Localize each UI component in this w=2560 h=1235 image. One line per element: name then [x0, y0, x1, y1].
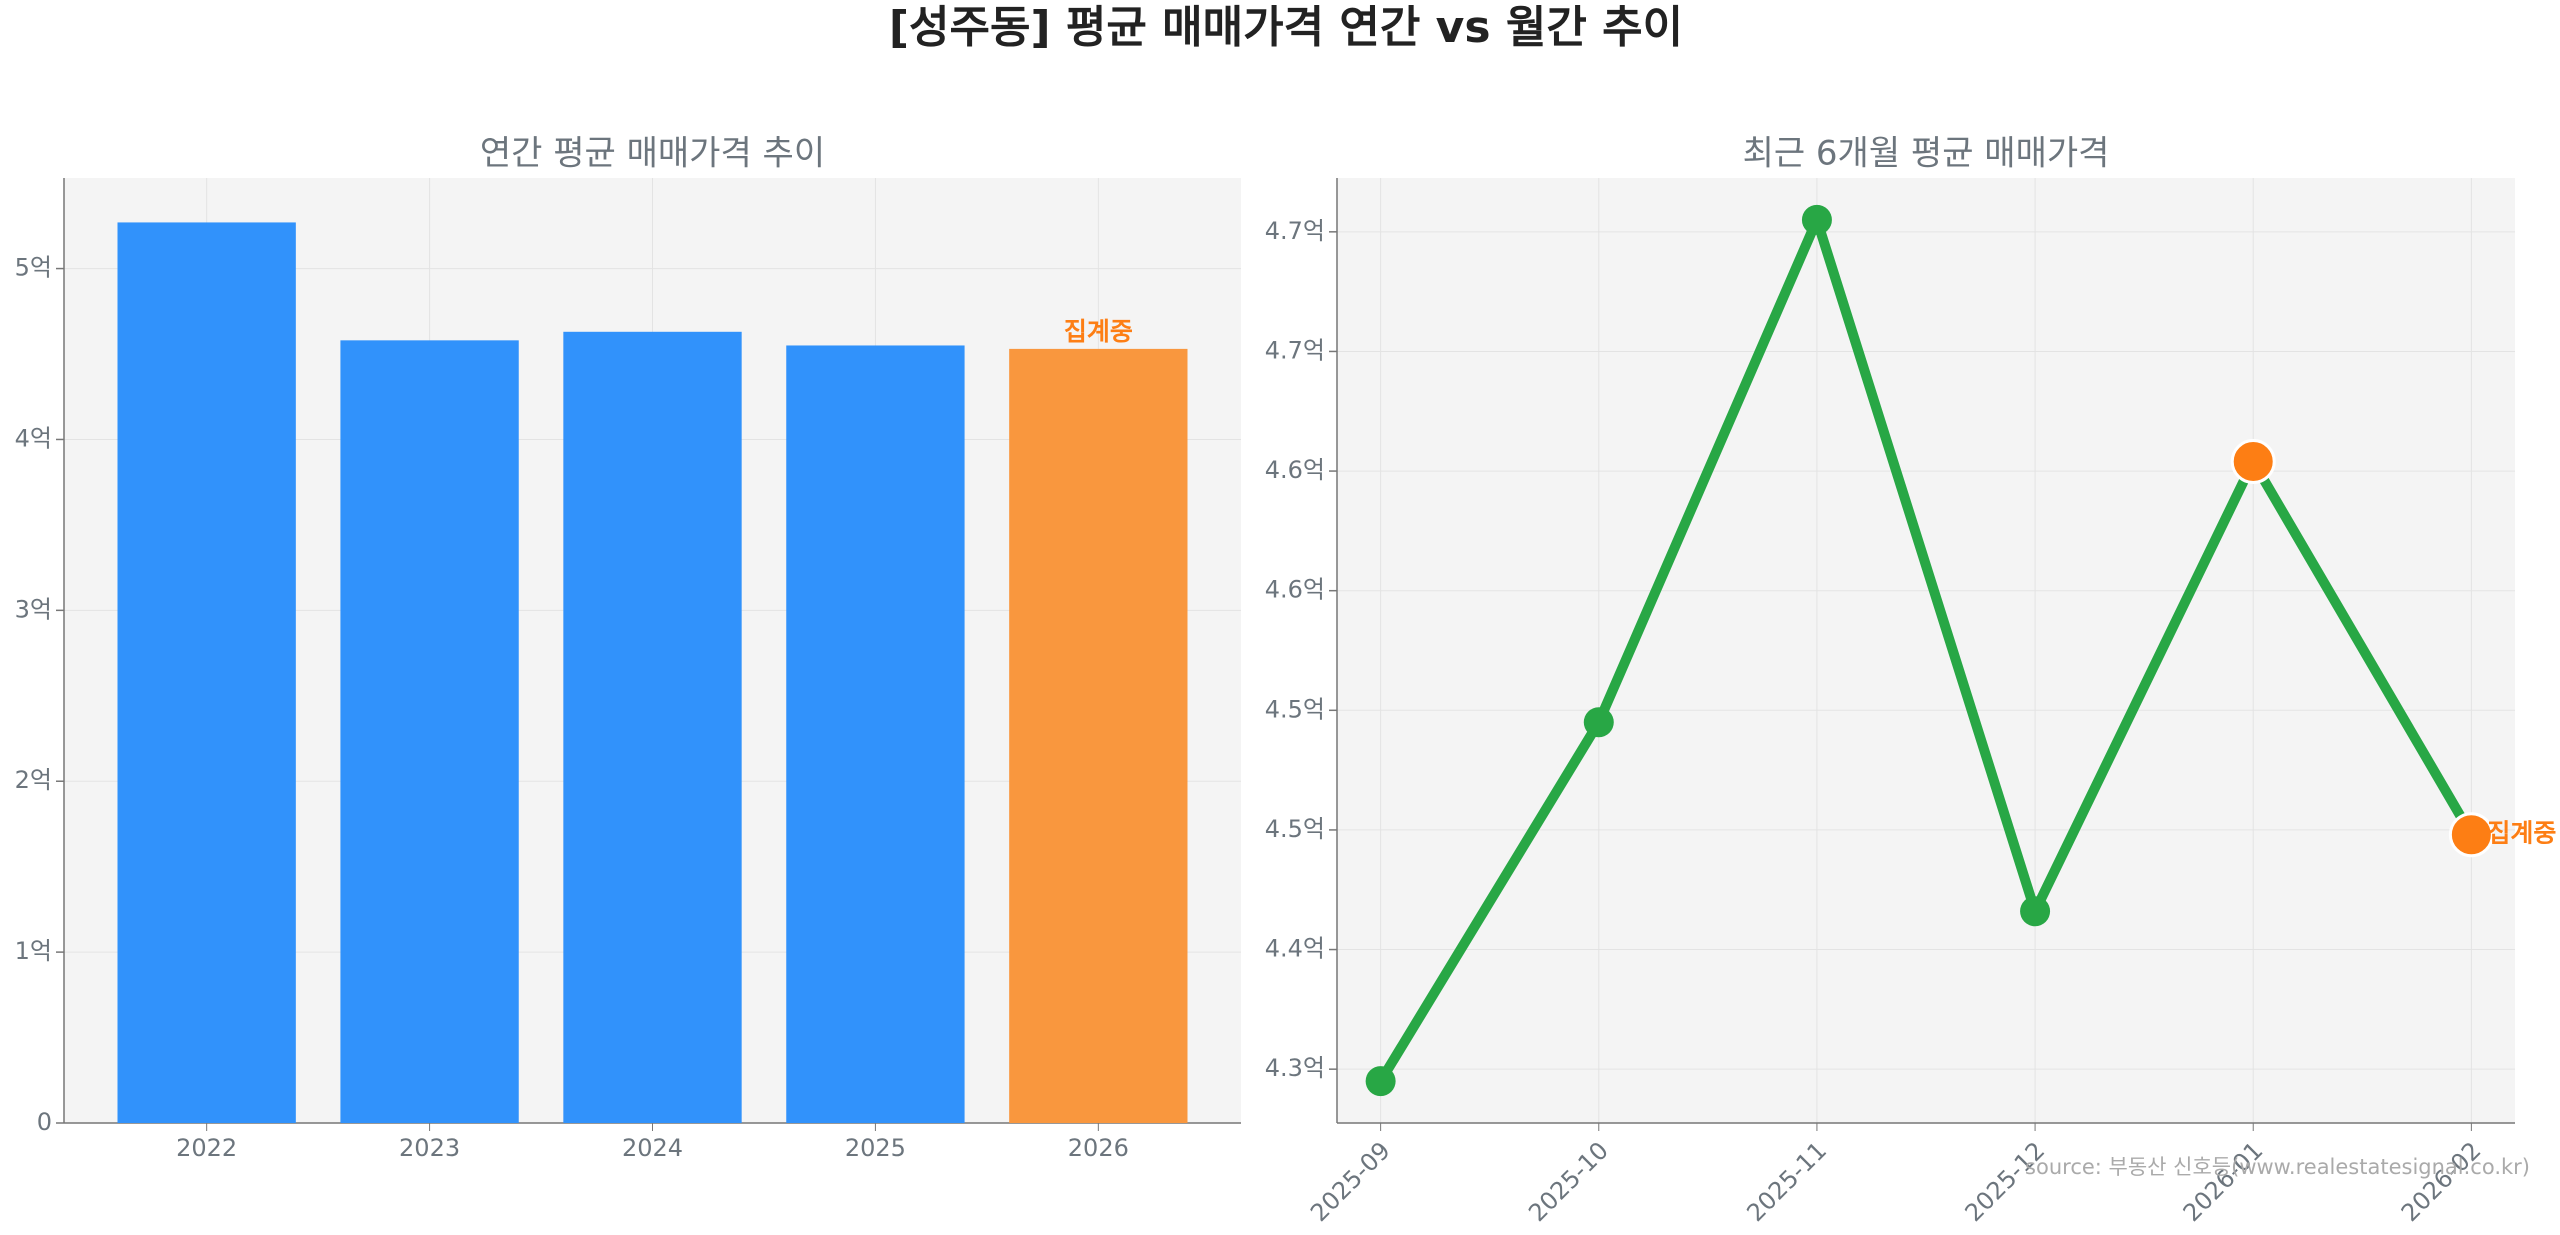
y-tick-label: 4.3억 [1265, 1054, 1325, 1082]
x-tick-label: 2023 [399, 1134, 460, 1162]
chart-title: 연간 평균 매매가격 추이 [480, 134, 825, 174]
x-tick-label: 2025-09 [1305, 1136, 1396, 1227]
line [1376, 214, 2476, 1084]
y-tick-label: 4.7억 [1265, 336, 1325, 364]
marker [1801, 204, 1832, 235]
y-tick-label: 3억 [15, 595, 52, 623]
x-tick-label: 2022 [176, 1134, 237, 1162]
x-tick-label: 2025-12 [1960, 1136, 2051, 1227]
bar [1009, 348, 1188, 1123]
y-tick-label: 4.4억 [1265, 935, 1325, 963]
marker [2230, 439, 2276, 484]
y-tick-label: 4.6억 [1265, 576, 1325, 604]
y-tick-label: 4.7억 [1265, 217, 1325, 245]
marker [1583, 707, 1614, 738]
x-tick-label: 2024 [622, 1134, 683, 1162]
x-tick-label: 2025 [845, 1134, 906, 1162]
source: source: 부동산 신호등(www.realestatesignal.co.… [2025, 1155, 2530, 1179]
chart-title: 최근 6개월 평균 매매가격 [1743, 134, 2110, 174]
bar [563, 331, 742, 1123]
y-tick-label: 2억 [15, 766, 52, 794]
x-tick-label: 2026-01 [2178, 1136, 2269, 1227]
bar [340, 340, 519, 1123]
figure-title: [성주동] 평균 매매가격 연간 vs 월간 추이 [889, 2, 1683, 53]
y-tick-label: 4억 [15, 424, 52, 452]
annotation: 집계중 [2487, 819, 2556, 848]
y-tick-label: 0 [37, 1108, 52, 1136]
x-tick-label: 2026 [1068, 1134, 1129, 1162]
annotation: 집계중 [1064, 317, 1133, 346]
x-tick-label: 2025-10 [1523, 1136, 1614, 1227]
y-tick-label: 5억 [15, 254, 52, 282]
y-tick-label: 4.5억 [1265, 695, 1325, 723]
y-tick-label: 4.5억 [1265, 815, 1325, 843]
bar [786, 345, 965, 1123]
plot-area [1337, 178, 2515, 1123]
x-tick-label: 2026-02 [2396, 1136, 2487, 1227]
bar [117, 222, 296, 1124]
x-tick-label: 2025-11 [1741, 1136, 1832, 1227]
marker [1365, 1066, 1396, 1097]
y-tick-label: 4.6억 [1265, 456, 1325, 484]
y-tick-label: 1억 [15, 937, 52, 965]
marker [2020, 896, 2051, 927]
marker [2448, 812, 2494, 858]
